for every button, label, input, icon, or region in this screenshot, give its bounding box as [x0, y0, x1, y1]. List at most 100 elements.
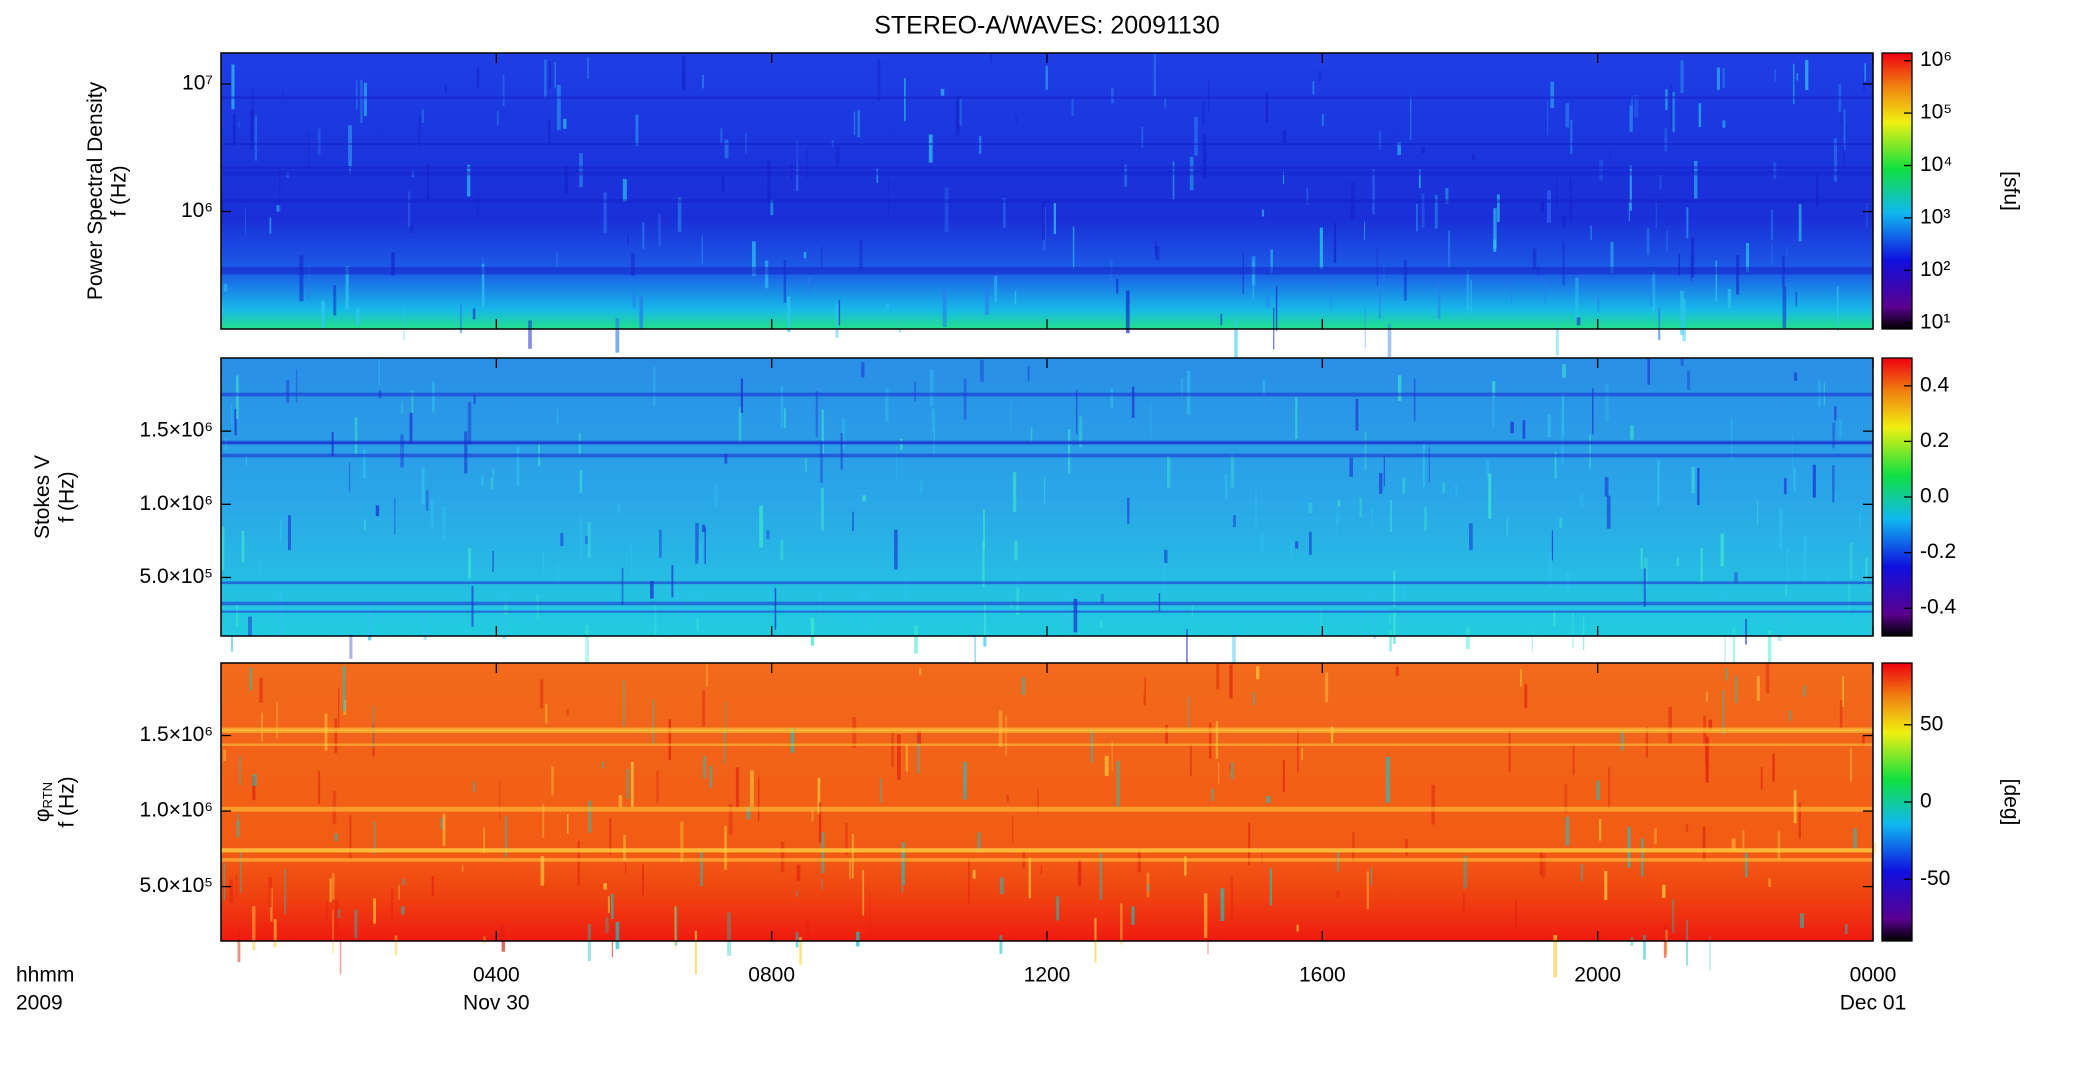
spectrogram-texture [355, 922, 358, 935]
spectrogram-texture [430, 499, 434, 528]
spectrogram-texture [1792, 63, 1795, 105]
spectrogram-texture [1722, 689, 1725, 735]
spectrogram-texture [1834, 491, 1837, 501]
spectrogram-texture [1144, 676, 1146, 694]
spectrogram-texture [1706, 691, 1708, 702]
spectrogram-texture [1421, 193, 1425, 228]
spectrogram-texture [467, 402, 472, 445]
spectrogram-texture [542, 803, 545, 838]
spectrogram-texture [1359, 497, 1362, 518]
spectrogram-texture [1686, 207, 1689, 239]
spectrogram-texture [307, 265, 311, 300]
spectrogram-texture [473, 781, 475, 793]
spectrogram-texture [505, 816, 507, 858]
spectrogram-texture [252, 773, 257, 787]
spectrogram-texture [471, 585, 474, 627]
spectrogram-texture [958, 98, 962, 126]
spectrogram-texture [1641, 838, 1644, 877]
spectrogram-texture [1397, 142, 1401, 156]
spectrogram-texture [1643, 934, 1646, 960]
spectrogram-texture [1777, 607, 1782, 641]
spectrogram-texture [626, 768, 630, 799]
spectrogram-texture [1211, 788, 1214, 802]
spectrogram-texture [1864, 63, 1866, 82]
spectrogram-texture [919, 480, 923, 494]
spectrogram-texture [1172, 161, 1175, 200]
y-tick-label: 10⁷ [182, 72, 213, 95]
spectrogram-texture [1027, 366, 1030, 382]
spectrogram-texture [1698, 103, 1702, 127]
spectrogram-band [221, 453, 1873, 458]
spectrogram-texture [1777, 831, 1781, 860]
colorbar-tick-label: 10² [1920, 258, 1950, 281]
spectrogram-band [221, 271, 1873, 275]
spectrogram-texture [459, 303, 463, 334]
spectrogram-texture [1815, 174, 1819, 207]
spectrogram-texture [1220, 314, 1223, 326]
spectrogram [221, 53, 1873, 329]
spectrogram-texture [1802, 535, 1807, 580]
spectrogram-texture [1319, 227, 1323, 270]
spectrogram-texture [1015, 587, 1020, 615]
spectrogram-texture [1072, 226, 1075, 270]
spectrogram-texture [345, 266, 349, 309]
spectrogram-texture [1861, 568, 1866, 580]
spectrogram-texture [1010, 400, 1012, 430]
colorbar-tick-label: 10⁶ [1920, 48, 1952, 71]
spectrogram-texture [1555, 325, 1559, 356]
spectrogram-texture [1654, 828, 1657, 845]
spectrogram-texture [337, 909, 341, 919]
colorbar-label: [sfu] [1999, 171, 2022, 211]
spectrogram-texture [1014, 540, 1018, 561]
spectrogram-texture [1785, 246, 1788, 257]
spectrogram-texture [1631, 95, 1633, 114]
spectrogram-texture [237, 927, 241, 963]
spectrogram-texture [1037, 788, 1039, 814]
spectrogram-texture [1553, 609, 1556, 627]
spectrogram-texture [681, 56, 686, 91]
spectrogram-texture [1765, 663, 1770, 694]
spectrogram-texture [1732, 627, 1736, 674]
spectrogram-texture [983, 509, 985, 550]
spectrogram-texture [326, 900, 328, 923]
spectrogram-texture [1220, 888, 1225, 922]
spectrogram-texture [1320, 607, 1322, 634]
spectrogram-texture [400, 906, 405, 915]
spectrogram-texture [1229, 763, 1231, 771]
spectrogram-texture [1308, 502, 1313, 514]
spectrogram-texture [1551, 530, 1554, 561]
spectrogram-texture [820, 487, 825, 531]
spectrogram-texture [1645, 726, 1649, 758]
spectrogram-texture [1465, 627, 1470, 650]
spectrogram-texture [853, 111, 856, 135]
spectrogram-texture [1202, 134, 1207, 179]
spectrogram-texture [318, 771, 321, 804]
spectrogram-texture [1104, 755, 1109, 776]
spectrogram-texture [254, 115, 258, 161]
spectrogram-texture [817, 777, 821, 814]
spectrogram-texture [245, 454, 248, 467]
colorbar-tick-label: 10¹ [1920, 310, 1950, 333]
spectrogram-texture [1715, 260, 1718, 302]
y-tick-label: 5.0×10⁵ [139, 565, 213, 588]
spectrogram-texture [1014, 291, 1017, 305]
spectrogram-texture [1691, 237, 1695, 278]
spectrogram-texture [1006, 794, 1009, 802]
spectrogram-texture [1431, 784, 1435, 825]
spectrogram-texture [639, 296, 644, 330]
spectrogram-texture [1442, 482, 1446, 493]
spectrogram-texture [815, 391, 818, 437]
spectrogram-texture [942, 288, 947, 328]
spectrogram-texture [540, 679, 544, 709]
spectrogram-texture [440, 817, 444, 830]
spectrogram-texture [702, 74, 704, 89]
spectrogram-texture [1003, 198, 1006, 228]
spectrogram-texture [1734, 675, 1737, 704]
spectrogram-texture [857, 109, 861, 138]
spectrogram-texture [1565, 571, 1570, 591]
spectrogram-texture [237, 813, 239, 826]
spectrogram-texture [904, 574, 907, 618]
spectrogram-texture [1395, 666, 1399, 677]
spectrogram-texture [502, 74, 505, 107]
spectrogram-texture [835, 145, 840, 165]
